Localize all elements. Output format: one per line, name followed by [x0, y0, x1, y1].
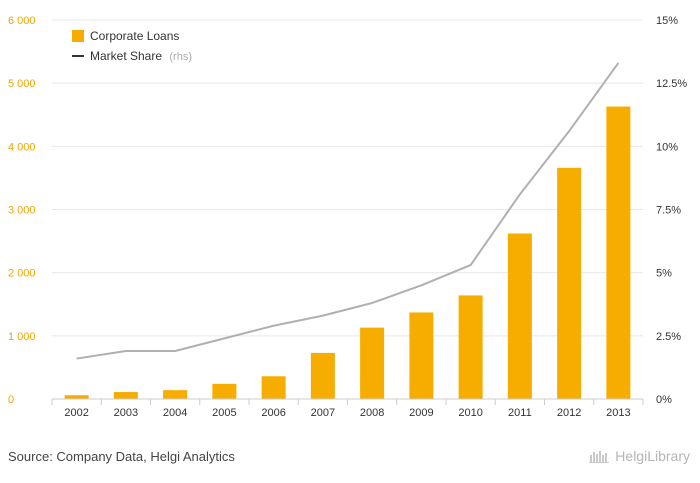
line-group — [76, 62, 620, 360]
y-axis-left: 0 1 000 2 000 3 000 4 000 5 000 6 000 — [8, 15, 36, 406]
bar — [409, 312, 434, 399]
bar — [360, 327, 385, 399]
chart: 2002 2003 2004 2005 2006 2007 2008 2009 2010 2011… — [8, 15, 687, 419]
legend-market-share-suffix: (rhs) — [169, 51, 192, 63]
bar — [163, 390, 188, 399]
x-tick-label: 2011 — [508, 407, 532, 419]
grid-lines — [52, 19, 643, 400]
legend-label-market-share: Market Share (rhs) — [90, 49, 192, 63]
bar — [261, 376, 286, 399]
y-right-tick-label: 0% — [656, 394, 672, 406]
bar — [557, 167, 582, 399]
market-share-line — [76, 62, 620, 360]
bar — [212, 383, 237, 399]
helgi-library-icon — [589, 451, 610, 463]
x-tick-label: 2002 — [64, 407, 88, 419]
y-right-tick-label: 2.5% — [656, 331, 681, 343]
brand-name: HelgiLibrary — [615, 448, 690, 464]
x-tick-label: 2007 — [311, 407, 335, 419]
x-tick-label: 2012 — [557, 407, 581, 419]
y-left-tick-label: 0 — [8, 394, 14, 406]
y-left-tick-label: 1 000 — [8, 331, 36, 343]
x-tick-label: 2013 — [606, 407, 630, 419]
x-tick-label: 2006 — [261, 407, 285, 419]
x-tick-label: 2008 — [360, 407, 384, 419]
source-note: Source: Company Data, Helgi Analytics — [8, 449, 235, 464]
y-left-tick-label: 5 000 — [8, 78, 36, 90]
y-left-tick-label: 3 000 — [8, 205, 36, 217]
legend-swatch-bar — [72, 30, 84, 42]
y-left-tick-label: 6 000 — [8, 15, 36, 27]
legend: Corporate Loans Market Share (rhs) — [72, 29, 192, 63]
y-left-tick-label: 4 000 — [8, 141, 36, 153]
x-tick-label: 2004 — [163, 407, 187, 419]
y-right-tick-label: 7.5% — [656, 205, 681, 217]
y-left-tick-label: 2 000 — [8, 268, 36, 280]
bar — [310, 352, 335, 399]
bar — [113, 392, 138, 399]
y-right-tick-label: 10% — [656, 141, 678, 153]
bar — [458, 295, 483, 399]
legend-market-share-name: Market Share — [90, 49, 162, 63]
y-right-tick-label: 5% — [656, 268, 672, 280]
y-right-tick-label: 15% — [656, 15, 678, 27]
bar — [64, 395, 89, 399]
y-axis-right: 0% 2.5% 5% 7.5% 10% 12.5% 15% — [656, 15, 687, 406]
brand-logo: HelgiLibrary — [589, 448, 690, 464]
x-tick-label: 2003 — [114, 407, 138, 419]
x-tick-label: 2010 — [458, 407, 482, 419]
legend-label-corporate-loans: Corporate Loans — [90, 29, 179, 43]
y-right-tick-label: 12.5% — [656, 78, 687, 90]
x-tick-label: 2009 — [409, 407, 433, 419]
bars-group — [64, 106, 631, 399]
x-axis: 2002 2003 2004 2005 2006 2007 2008 2009 2010 2011… — [51, 398, 644, 419]
bar — [507, 233, 532, 399]
x-tick-label: 2005 — [212, 407, 236, 419]
bar — [606, 106, 631, 399]
